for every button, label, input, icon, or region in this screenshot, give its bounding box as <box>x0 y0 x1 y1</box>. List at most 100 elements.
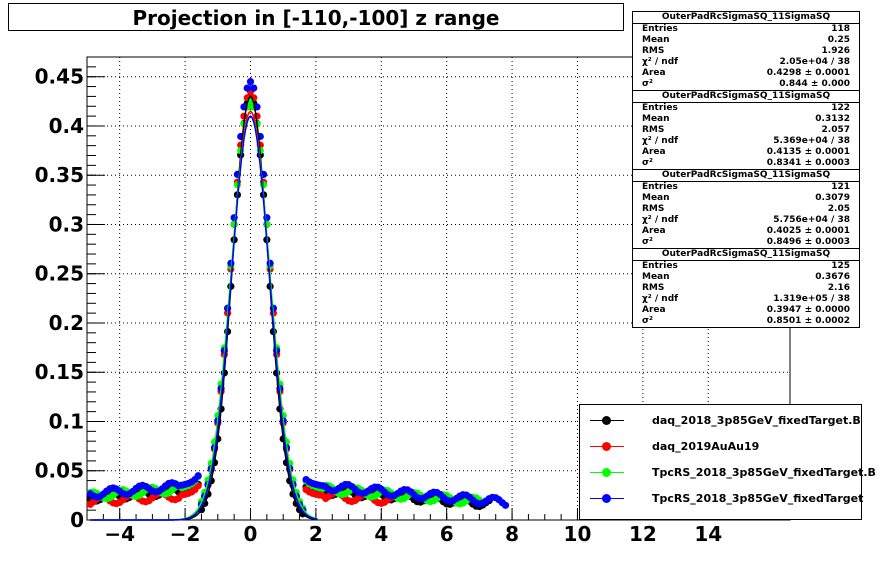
stats-key: χ² / ndf <box>642 136 679 146</box>
legend-entry: daq_2019AuAu19 <box>580 437 861 455</box>
y-tick-label: 0.4 <box>49 114 84 138</box>
stats-box: OuterPadRcSigmaSQ_11SigmaSQ Entries 121 Mea… <box>632 169 860 249</box>
stats-key: Area <box>642 147 666 157</box>
stats-key: Mean <box>642 272 670 282</box>
data-point <box>243 84 251 92</box>
stats-row: Area 0.4135 ± 0.0001 <box>633 147 859 158</box>
stats-row: RMS 2.057 <box>633 125 859 136</box>
stats-value: 2.05e+04 / 38 <box>779 57 850 67</box>
stats-key: RMS <box>642 125 665 135</box>
stats-key: σ² <box>642 158 653 168</box>
stats-value: 2.05 <box>827 204 850 214</box>
stats-key: Area <box>642 68 666 78</box>
stats-value: 0.8501 ± 0.0002 <box>766 316 850 326</box>
stats-box-title: OuterPadRcSigmaSQ_11SigmaSQ <box>633 91 859 103</box>
stats-row: σ² 0.8501 ± 0.0002 <box>633 316 859 327</box>
x-tick-label: 8 <box>505 522 519 546</box>
data-point <box>501 501 510 509</box>
stats-value: 122 <box>831 103 850 113</box>
stats-value: 118 <box>831 24 850 34</box>
stats-key: Mean <box>642 114 670 124</box>
stats-key: Entries <box>642 182 678 192</box>
stats-key: Entries <box>642 103 678 113</box>
stats-key: σ² <box>642 316 653 326</box>
stats-value: 1.319e+05 / 38 <box>773 294 850 304</box>
stats-key: Entries <box>642 24 678 34</box>
x-tick-label: 12 <box>629 522 657 546</box>
y-tick-label: 0.25 <box>35 262 84 286</box>
y-tick-label: 0.1 <box>49 409 84 433</box>
stats-row: σ² 0.844 ± 0.000 <box>633 79 859 90</box>
stats-value: 5.369e+04 / 38 <box>773 136 850 146</box>
stats-row: Entries 122 <box>633 103 859 114</box>
stats-key: σ² <box>642 237 653 247</box>
stats-value: 0.8496 ± 0.0003 <box>766 237 850 247</box>
stats-box: OuterPadRcSigmaSQ_11SigmaSQ Entries 122 Mea… <box>632 90 860 170</box>
stats-row: Mean 0.25 <box>633 35 859 46</box>
stats-box: OuterPadRcSigmaSQ_11SigmaSQ Entries 118 Mea… <box>632 11 860 91</box>
legend-label: TpcRS_2018_3p85GeV_fixedTarget <box>652 492 864 505</box>
stats-key: Area <box>642 226 666 236</box>
y-tick-label: 0.35 <box>35 163 84 187</box>
legend-label: TpcRS_2018_3p85GeV_fixedTarget.B <box>652 466 876 479</box>
x-tick-label: −4 <box>104 522 135 546</box>
stats-key: RMS <box>642 283 665 293</box>
stats-row: RMS 2.05 <box>633 204 859 215</box>
y-tick-label: 0.15 <box>35 360 84 384</box>
stats-row: Area 0.4298 ± 0.0001 <box>633 68 859 79</box>
stats-value: 0.3676 <box>815 272 850 282</box>
stats-row: σ² 0.8341 ± 0.0003 <box>633 158 859 169</box>
stats-key: σ² <box>642 79 653 89</box>
x-tick-label: 2 <box>309 522 323 546</box>
x-tick-label: 14 <box>694 522 722 546</box>
legend-marker-icon <box>602 442 611 451</box>
stats-key: Area <box>642 305 666 315</box>
stats-row: RMS 2.16 <box>633 283 859 294</box>
stats-value: 0.8341 ± 0.0003 <box>766 158 850 168</box>
stats-value: 0.844 ± 0.000 <box>779 79 850 89</box>
chart-title: Projection in [-110,-100] z range <box>8 3 624 31</box>
x-tick-label: −2 <box>170 522 201 546</box>
stats-row: χ² / ndf 5.369e+04 / 38 <box>633 136 859 147</box>
data-point <box>250 84 258 92</box>
stats-value: 0.3132 <box>815 114 850 124</box>
y-tick-label: 0 <box>70 508 84 532</box>
stats-value: 0.3947 ± 0.0000 <box>766 305 850 315</box>
legend-entry: TpcRS_2018_3p85GeV_fixedTarget <box>580 489 864 507</box>
stats-value: 0.4135 ± 0.0001 <box>766 147 850 157</box>
stats-row: Area 0.3947 ± 0.0000 <box>633 305 859 316</box>
stats-value: 5.756e+04 / 38 <box>773 215 850 225</box>
stats-row: σ² 0.8496 ± 0.0003 <box>633 237 859 248</box>
stats-value: 2.057 <box>821 125 850 135</box>
stats-value: 121 <box>831 182 850 192</box>
x-tick-label: 10 <box>564 522 592 546</box>
legend-label: daq_2018_3p85GeV_fixedTarget.B <box>652 414 861 427</box>
y-tick-label: 0.05 <box>35 459 84 483</box>
stats-value: 1.926 <box>821 46 850 56</box>
stats-row: χ² / ndf 2.05e+04 / 38 <box>633 57 859 68</box>
stats-key: χ² / ndf <box>642 294 679 304</box>
legend-entry: TpcRS_2018_3p85GeV_fixedTarget.B <box>580 463 876 481</box>
stats-value: 0.4025 ± 0.0001 <box>766 226 850 236</box>
fit-curve <box>90 115 318 521</box>
x-tick-label: 6 <box>440 522 454 546</box>
legend-marker-icon <box>602 416 611 425</box>
stats-value: 0.25 <box>827 35 850 45</box>
stats-key: χ² / ndf <box>642 57 679 67</box>
stats-row: χ² / ndf 1.319e+05 / 38 <box>633 294 859 305</box>
stats-key: Mean <box>642 35 670 45</box>
stats-row: Entries 118 <box>633 24 859 35</box>
stats-key: RMS <box>642 204 665 214</box>
stats-row: RMS 1.926 <box>633 46 859 57</box>
stats-key: Entries <box>642 261 678 271</box>
stats-key: χ² / ndf <box>642 215 679 225</box>
legend: daq_2018_3p85GeV_fixedTarget.B daq_2019Au… <box>579 404 876 520</box>
y-tick-label: 0.2 <box>49 311 84 335</box>
stats-value: 125 <box>831 261 850 271</box>
data-point <box>194 472 202 480</box>
stats-box-title: OuterPadRcSigmaSQ_11SigmaSQ <box>633 170 859 182</box>
legend-entry: daq_2018_3p85GeV_fixedTarget.B <box>580 411 861 429</box>
stats-key: RMS <box>642 46 665 56</box>
stats-row: Area 0.4025 ± 0.0001 <box>633 226 859 237</box>
stats-box-title: OuterPadRcSigmaSQ_11SigmaSQ <box>633 12 859 24</box>
